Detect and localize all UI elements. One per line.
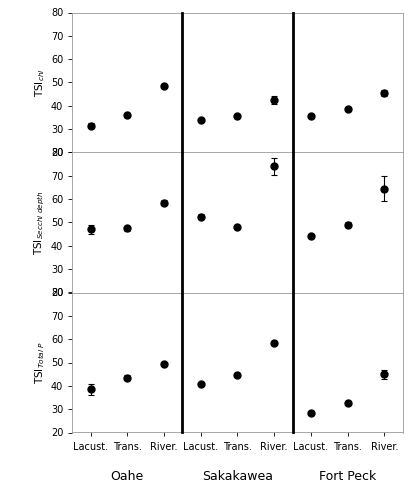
Text: Oahe: Oahe [111, 470, 144, 483]
Text: Sakakawea: Sakakawea [202, 470, 273, 483]
Y-axis label: TSI$_{Secchi\ depth}$: TSI$_{Secchi\ depth}$ [32, 190, 47, 255]
Y-axis label: TSI$_{chl}$: TSI$_{chl}$ [33, 68, 47, 97]
Text: Fort Peck: Fort Peck [319, 470, 376, 483]
Y-axis label: TSI$_{Total\ P}$: TSI$_{Total\ P}$ [33, 341, 47, 384]
